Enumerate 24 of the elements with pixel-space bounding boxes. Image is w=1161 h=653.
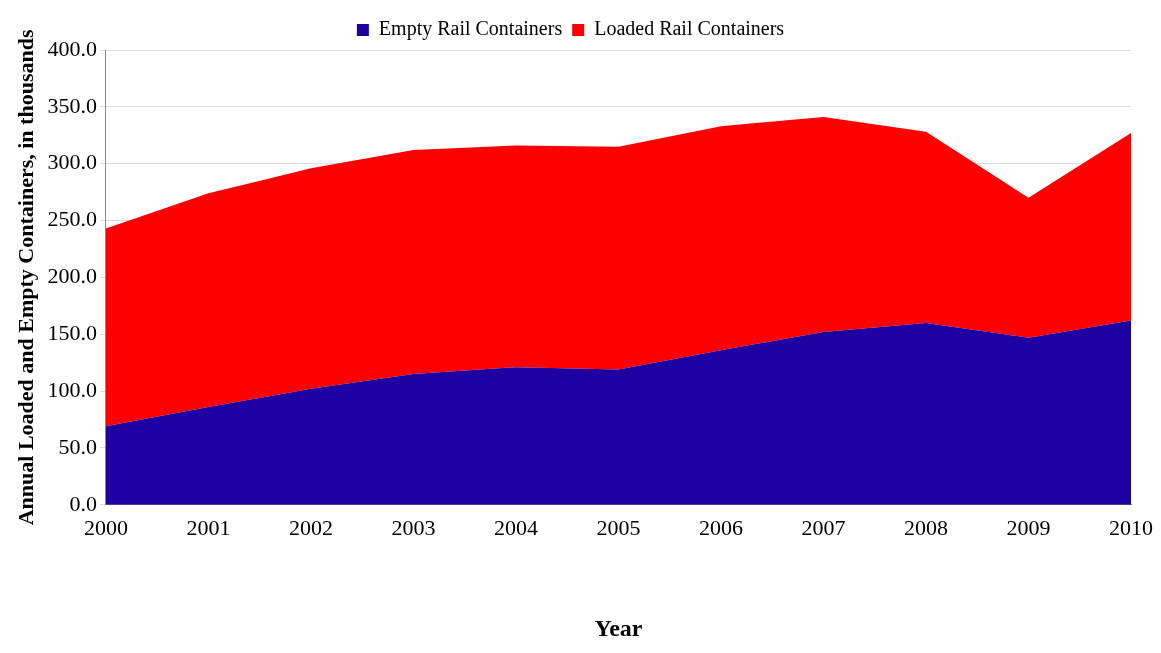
x-tick-label: 2008 [903, 514, 948, 540]
y-tick-label: 200.0 [47, 263, 97, 289]
y-tick-label: 100.0 [47, 376, 97, 402]
x-tick-label: 2000 [83, 514, 128, 540]
y-tick-label: 50.0 [58, 433, 97, 459]
x-tick-label: 2004 [493, 514, 538, 540]
x-tick-label: 2005 [596, 514, 641, 540]
x-axis-title: Year [594, 614, 643, 641]
x-tick-label: 2010 [1109, 514, 1153, 540]
y-tick-label: 400.0 [47, 35, 97, 61]
x-tick-label: 2003 [391, 514, 436, 540]
y-tick-label: 150.0 [47, 320, 97, 346]
x-tick-label: 2001 [186, 514, 231, 540]
y-tick-label: 300.0 [47, 149, 97, 175]
y-axis-title: Annual Loaded and Empty Containers, in thousands [12, 29, 38, 526]
x-tick-label: 2009 [1006, 514, 1051, 540]
x-tick-label: 2007 [801, 514, 846, 540]
y-tick-label: 350.0 [47, 92, 97, 118]
y-tick-label: 0.0 [69, 490, 97, 516]
x-tick-label: 2006 [698, 514, 743, 540]
legend-label: Loaded Rail Containers [594, 17, 785, 40]
x-tick-label: 2002 [288, 514, 333, 540]
y-tick-label: 250.0 [47, 206, 97, 232]
legend-label: Empty Rail Containers [378, 17, 563, 41]
